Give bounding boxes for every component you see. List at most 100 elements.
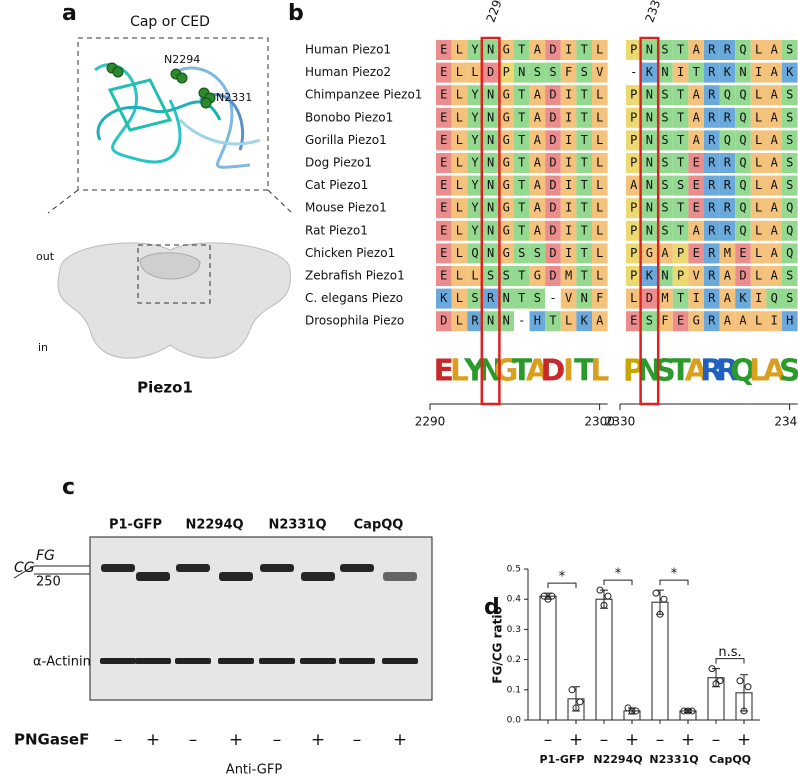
gel	[89, 536, 433, 701]
significance-label: *	[671, 567, 678, 582]
residue-cell	[782, 107, 798, 128]
residue-cell	[766, 243, 782, 264]
group-label: N2294Q	[593, 753, 642, 766]
residue-cell	[704, 220, 720, 241]
residue-cell	[560, 311, 577, 332]
residue-cell	[514, 266, 530, 286]
band	[136, 572, 170, 581]
logo-letter: E	[434, 354, 455, 389]
logo-letter: Y	[463, 354, 487, 389]
residue-cell	[657, 266, 673, 286]
residue-cell	[704, 40, 720, 60]
residue-cell	[704, 198, 720, 219]
x-tick-label: +	[569, 730, 583, 750]
residue-cell	[576, 288, 592, 309]
position-label: 2294	[484, 0, 508, 24]
residue-cell	[672, 130, 689, 151]
marker-label: 250	[36, 575, 61, 590]
residue-cell	[560, 243, 577, 264]
logo-letter: T	[574, 354, 595, 389]
residue-cell	[560, 62, 577, 83]
residue-cell	[688, 266, 704, 286]
residue-cell	[626, 288, 642, 309]
bar	[539, 595, 557, 721]
significance-bracket	[715, 658, 745, 664]
residue-cell	[641, 198, 658, 219]
data-point	[568, 686, 576, 694]
residue-cell	[560, 175, 577, 196]
residue-cell	[719, 266, 736, 286]
residue-cell	[735, 198, 751, 219]
residue-cell	[750, 175, 767, 196]
residue-cell	[735, 288, 751, 309]
residue-cell	[641, 175, 658, 196]
band	[176, 564, 210, 572]
residue-cell	[545, 85, 561, 106]
residue-cell	[750, 198, 767, 219]
band	[300, 658, 336, 664]
residue-cell	[514, 85, 530, 106]
species-name: Human Piezo1	[305, 43, 391, 57]
position-label: 2331	[642, 0, 666, 24]
residue-cell	[750, 243, 767, 264]
residue-cell	[704, 311, 720, 332]
residue-cell	[529, 266, 546, 286]
residue-cell	[672, 175, 689, 196]
data-point	[716, 677, 724, 685]
data-point	[684, 707, 692, 715]
lane-group: CapQQ	[354, 518, 404, 533]
residue-cell	[545, 266, 561, 286]
residue-cell	[657, 243, 673, 264]
data-point	[652, 589, 660, 597]
data-point	[736, 677, 744, 685]
residue-cell	[529, 107, 546, 128]
residue-cell	[451, 220, 468, 241]
residue-cell	[782, 220, 798, 241]
tick-label: 2340	[774, 415, 798, 429]
residue-cell	[592, 243, 608, 264]
species-name: Dog Piezo1	[305, 156, 372, 170]
residue-cell	[782, 311, 798, 332]
residue-cell	[482, 40, 499, 60]
cap-density	[139, 252, 201, 280]
residue-cell	[545, 62, 561, 83]
residue-cell	[576, 243, 592, 264]
residue-cell	[782, 198, 798, 219]
data-point	[600, 601, 608, 609]
residue-cell	[626, 198, 642, 219]
group-label: N2331Q	[649, 753, 698, 766]
residue-cell	[704, 62, 720, 83]
residue-cell	[657, 40, 673, 60]
residue-cell	[498, 198, 514, 219]
residue-cell	[436, 107, 452, 128]
treatment-sign: +	[146, 730, 160, 750]
data-point	[740, 707, 748, 715]
residue-cell	[529, 130, 546, 151]
residue-cell	[719, 311, 736, 332]
residue-cell	[735, 266, 751, 286]
residue-cell	[704, 107, 720, 128]
antibody-label: Anti-GFP	[226, 763, 283, 778]
residue-cell	[626, 243, 642, 264]
residue-cell	[704, 85, 720, 106]
residue-cell	[750, 62, 767, 83]
x-tick-label: –	[656, 730, 665, 750]
logo-letter: P	[623, 354, 645, 389]
residue-cell	[719, 175, 736, 196]
residue-cell	[766, 62, 782, 83]
residue-cell	[576, 40, 592, 60]
residue-cell	[750, 85, 767, 106]
residue-cell	[688, 130, 704, 151]
residue-cell	[560, 266, 577, 286]
residue-cell	[436, 153, 452, 173]
group-label: P1-GFP	[540, 753, 585, 766]
residue-cell	[735, 153, 751, 173]
residue-cell	[576, 266, 592, 286]
significance-label: *	[615, 567, 622, 582]
treatment-sign: –	[273, 730, 282, 750]
y-axis-title: FG/CG ratio	[491, 606, 505, 683]
species-name: Bonobo Piezo1	[305, 110, 393, 124]
panel-label: a	[62, 1, 77, 26]
residue-cell	[451, 311, 468, 332]
residue-cell	[735, 130, 751, 151]
